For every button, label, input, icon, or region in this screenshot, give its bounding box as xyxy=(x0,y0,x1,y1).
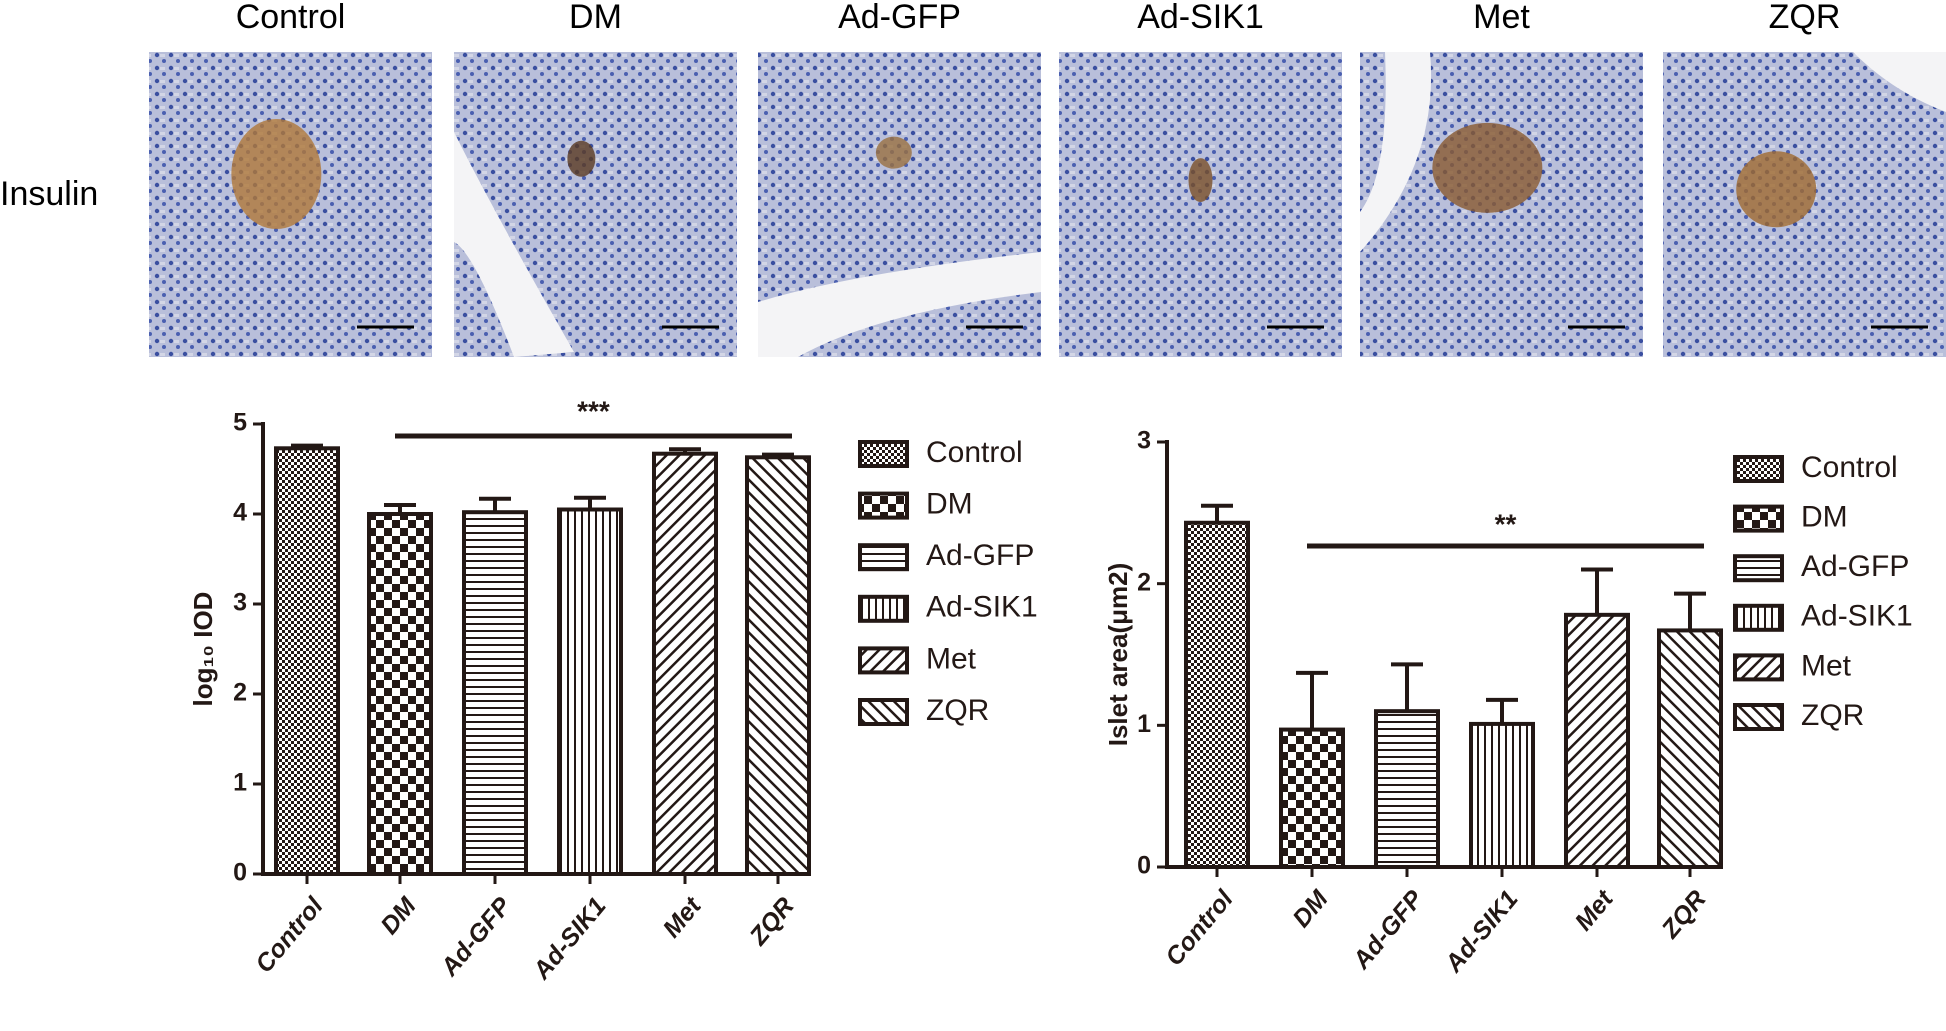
y-tick-label: 3 xyxy=(1137,427,1151,455)
bar xyxy=(1657,628,1723,870)
legend-label: Control xyxy=(926,436,1023,469)
y-tick-label: 3 xyxy=(233,589,247,617)
bar xyxy=(462,510,528,876)
bar xyxy=(367,512,433,876)
legend-label: Control xyxy=(1801,451,1898,484)
islet-stain xyxy=(231,119,322,229)
bar xyxy=(1469,721,1535,870)
bar xyxy=(652,451,718,876)
y-tick-label: 1 xyxy=(233,769,247,797)
legend-swatch xyxy=(858,594,909,623)
panel-title: Control xyxy=(236,0,346,36)
y-tick-label: 2 xyxy=(233,679,247,707)
y-tick-label: 1 xyxy=(1137,710,1151,738)
legend-swatch xyxy=(858,440,909,468)
micrograph xyxy=(1663,52,1946,357)
islet-stain xyxy=(567,140,596,177)
panel-title: Ad-GFP xyxy=(838,0,961,36)
tissue xyxy=(1059,52,1342,357)
panel-title: Met xyxy=(1473,0,1530,36)
x-tick-label: ZQR xyxy=(744,892,800,951)
islet-stain xyxy=(1736,151,1817,228)
x-tick-label: DM xyxy=(375,891,422,940)
legend-label: Ad-GFP xyxy=(1801,550,1909,583)
bar xyxy=(745,455,811,876)
y-tick-label: 4 xyxy=(233,499,247,527)
x-tick-label: Control xyxy=(1160,884,1239,971)
tissue-gap xyxy=(1360,52,1432,252)
tissue-gap xyxy=(454,132,574,357)
legend-label: Met xyxy=(926,642,977,675)
legend-label: Ad-SIK1 xyxy=(1801,600,1913,633)
islet-stain xyxy=(1432,122,1543,213)
islet-stain xyxy=(1188,158,1213,203)
legend-swatch xyxy=(858,543,909,572)
y-tick-label: 2 xyxy=(1137,568,1151,596)
micrograph xyxy=(454,52,737,357)
legend-swatch xyxy=(1733,504,1784,533)
x-tick-label: Met xyxy=(658,891,708,943)
tissue-gap xyxy=(758,252,1041,357)
y-tick-label: 5 xyxy=(233,409,247,437)
legend-label: DM xyxy=(1801,501,1848,534)
significance-label: ** xyxy=(1495,508,1517,539)
panel-title: DM xyxy=(569,0,622,36)
bar xyxy=(1374,709,1440,870)
legend-swatch xyxy=(1733,455,1784,483)
legend-label: Ad-SIK1 xyxy=(926,591,1038,624)
legend-label: ZQR xyxy=(1801,699,1864,732)
panel-title: Ad-SIK1 xyxy=(1137,0,1264,36)
bar xyxy=(1279,727,1345,869)
micrograph xyxy=(758,52,1041,357)
bar xyxy=(1184,520,1250,869)
row-label: Insulin xyxy=(0,175,98,213)
legend-label: Ad-GFP xyxy=(926,539,1034,572)
x-tick-label: DM xyxy=(1287,884,1334,933)
legend-label: ZQR xyxy=(926,694,989,727)
legend-swatch xyxy=(1733,653,1784,682)
legend-swatch xyxy=(1733,603,1784,632)
tissue-gap xyxy=(1853,52,1946,112)
islet-stain xyxy=(875,136,912,169)
legend-swatch xyxy=(1733,703,1784,731)
micrograph xyxy=(149,52,432,357)
legend-label: DM xyxy=(926,488,973,521)
micrograph xyxy=(1360,52,1643,357)
legend-swatch xyxy=(858,698,909,726)
x-tick-label: Ad-SIK1 xyxy=(527,892,612,985)
x-tick-label: Ad-SIK1 xyxy=(1439,885,1524,978)
bar xyxy=(557,507,623,876)
legend-swatch xyxy=(858,646,909,675)
x-tick-label: Ad-GFP xyxy=(1347,885,1429,975)
micrograph xyxy=(1059,52,1342,357)
bar xyxy=(274,446,340,876)
y-tick-label: 0 xyxy=(1137,852,1151,880)
x-tick-label: Ad-GFP xyxy=(435,892,517,982)
legend-label: Met xyxy=(1801,649,1852,682)
y-tick-label: 0 xyxy=(233,859,247,887)
x-tick-label: Met xyxy=(1570,884,1620,936)
legend-swatch xyxy=(1733,554,1784,583)
panel-title: ZQR xyxy=(1769,0,1841,36)
x-tick-label: Control xyxy=(250,891,329,978)
legend-swatch xyxy=(858,491,909,520)
significance-label: *** xyxy=(577,395,610,426)
x-tick-label: ZQR xyxy=(1656,885,1712,944)
bar xyxy=(1564,612,1630,869)
y-axis-label: log₁₀ IOD xyxy=(188,592,218,707)
y-axis-label: Islet area(μm2) xyxy=(1103,563,1133,747)
